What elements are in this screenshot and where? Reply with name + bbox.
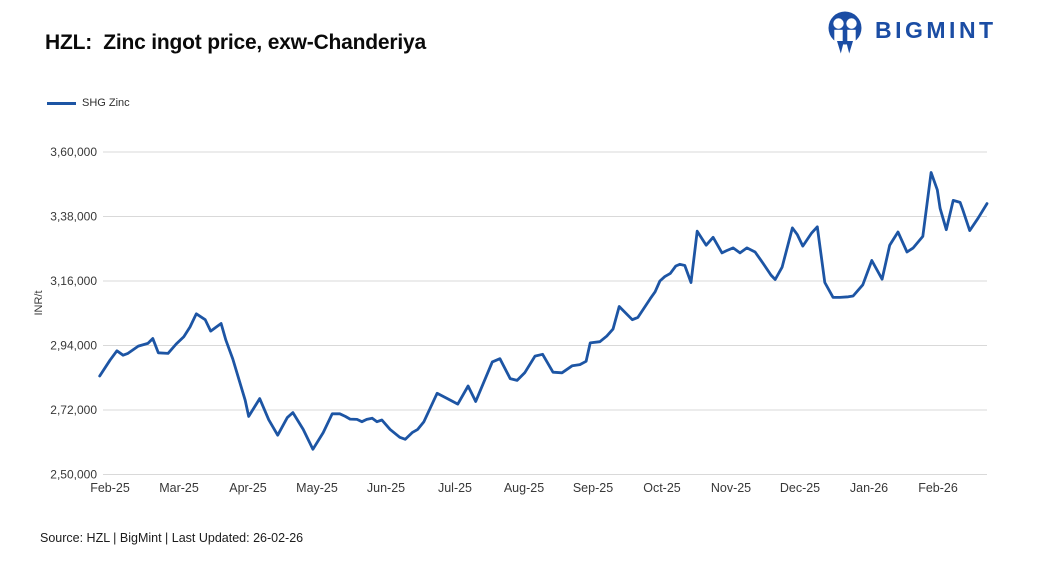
- y-tick-label: 3,38,000: [50, 210, 97, 224]
- price-line-shg-zinc: [98, 171, 989, 451]
- x-tick-label: Oct-25: [643, 481, 681, 495]
- legend-series-label: SHG Zinc: [82, 97, 130, 109]
- x-tick-label: Jul-25: [438, 481, 472, 495]
- x-tick-label: Feb-26: [918, 481, 958, 495]
- x-tick-label: Dec-25: [780, 481, 820, 495]
- y-tick-label: 3,60,000: [50, 145, 97, 159]
- x-tick-label: Apr-25: [229, 481, 267, 495]
- x-tick-label: Jun-25: [367, 481, 405, 495]
- page-title: HZL: Zinc ingot price, exw-Chanderiya: [45, 31, 426, 54]
- y-tick-label: 2,94,000: [50, 339, 97, 353]
- chart-legend: SHG Zinc: [47, 97, 130, 109]
- x-tick-label: Sep-25: [573, 481, 613, 495]
- x-tick-label: May-25: [296, 481, 338, 495]
- source-note: Source: HZL | BigMint | Last Updated: 26…: [40, 531, 304, 545]
- y-tick-label: 2,72,000: [50, 403, 97, 417]
- legend-line-swatch: [47, 101, 76, 105]
- x-tick-label: Mar-25: [159, 481, 199, 495]
- y-tick-label: 3,16,000: [50, 274, 97, 288]
- x-tick-label: Jan-26: [850, 481, 888, 495]
- x-tick-label: Aug-25: [504, 481, 544, 495]
- x-tick-label: Feb-25: [90, 481, 130, 495]
- bigmint-logo-text: BIGMINT: [875, 16, 997, 43]
- x-tick-label: Nov-25: [711, 481, 751, 495]
- bigmint-logo-icon: [828, 11, 862, 53]
- y-tick-label: 2,50,000: [50, 468, 97, 482]
- bigmint-logo: BIGMINT: [826, 8, 997, 56]
